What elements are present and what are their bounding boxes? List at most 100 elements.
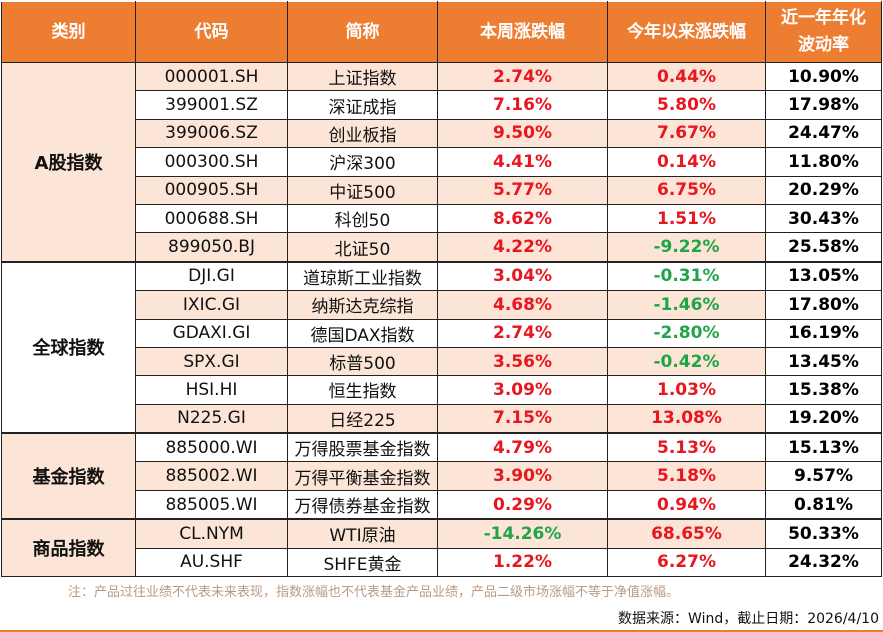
name-cell: 创业板指	[287, 118, 438, 149]
table-row: 885005.WI 万得债券基金指数 0.29% 0.94% 0.81%	[2, 489, 882, 520]
table-row: 000905.SH 中证500 5.77% 6.75% 20.29%	[2, 175, 882, 205]
category-cell: 全球指数	[1, 260, 136, 434]
header-volatility: 近一年年化波动率	[765, 1, 882, 63]
name-cell: 上证指数	[287, 61, 438, 92]
table-row: HSI.HI 恒生指数 3.09% 1.03% 15.38%	[2, 375, 882, 405]
weekly-change-cell: 2.74%	[437, 318, 608, 348]
ytd-change-cell: 5.13%	[607, 432, 766, 463]
table-row: 885002.WI 万得平衡基金指数 3.90% 5.18% 9.57%	[2, 461, 882, 491]
ytd-change-cell: 68.65%	[607, 518, 766, 549]
ytd-change-cell: -0.42%	[607, 346, 766, 377]
code-cell: IXIC.GI	[135, 290, 288, 320]
volatility-cell: 17.80%	[765, 290, 882, 320]
weekly-change-cell: 4.68%	[437, 290, 608, 320]
code-cell: 899050.BJ	[135, 232, 288, 263]
volatility-cell: 15.38%	[765, 375, 882, 405]
code-cell: 000300.SH	[135, 147, 288, 177]
code-cell: 885002.WI	[135, 461, 288, 491]
weekly-change-cell: 1.22%	[437, 547, 608, 578]
ytd-change-cell: 5.80%	[607, 90, 766, 120]
header-name: 简称	[287, 1, 438, 63]
weekly-change-cell: 3.56%	[437, 346, 608, 377]
volatility-cell: 50.33%	[765, 518, 882, 549]
disclaimer-note: 注：产品过往业绩不代表未来表现，指数涨幅也不代表基金产品业绩，产品二级市场涨幅不…	[68, 585, 680, 600]
code-cell: DJI.GI	[135, 260, 288, 292]
ytd-change-cell: 1.51%	[607, 203, 766, 234]
volatility-cell: 15.13%	[765, 432, 882, 463]
code-cell: HSI.HI	[135, 375, 288, 405]
data-source: 数据来源：Wind，截止日期：2026/4/10	[618, 611, 879, 627]
weekly-change-cell: 8.62%	[437, 203, 608, 234]
ytd-change-cell: 1.03%	[607, 375, 766, 405]
volatility-cell: 9.57%	[765, 461, 882, 491]
volatility-cell: 10.90%	[765, 61, 882, 92]
header-category: 类别	[1, 1, 136, 63]
table-row: 899050.BJ 北证50 4.22% -9.22% 25.58%	[2, 232, 882, 263]
volatility-cell: 0.81%	[765, 489, 882, 520]
name-cell: 深证成指	[287, 90, 438, 120]
code-cell: 000688.SH	[135, 203, 288, 234]
ytd-change-cell: 6.27%	[607, 547, 766, 578]
code-cell: GDAXI.GI	[135, 318, 288, 348]
weekly-change-cell: -14.26%	[437, 518, 608, 549]
name-cell: 道琼斯工业指数	[287, 260, 438, 292]
volatility-cell: 24.32%	[765, 547, 882, 578]
volatility-cell: 19.20%	[765, 403, 882, 434]
weekly-change-cell: 4.41%	[437, 147, 608, 177]
weekly-change-cell: 3.09%	[437, 375, 608, 405]
weekly-change-cell: 4.22%	[437, 232, 608, 263]
code-cell: 000001.SH	[135, 61, 288, 92]
weekly-change-cell: 7.16%	[437, 90, 608, 120]
category-cell: A股指数	[1, 61, 136, 263]
weekly-change-cell: 0.29%	[437, 489, 608, 520]
code-cell: 885000.WI	[135, 432, 288, 463]
name-cell: 万得股票基金指数	[287, 432, 438, 463]
name-cell: 万得平衡基金指数	[287, 461, 438, 491]
name-cell: 中证500	[287, 175, 438, 205]
code-cell: 000905.SH	[135, 175, 288, 205]
ytd-change-cell: -1.46%	[607, 290, 766, 320]
volatility-cell: 17.98%	[765, 90, 882, 120]
weekly-change-cell: 2.74%	[437, 61, 608, 92]
table-row: IXIC.GI 纳斯达克综指 4.68% -1.46% 17.80%	[2, 290, 882, 320]
table-row: 全球指数 DJI.GI 道琼斯工业指数 3.04% -0.31% 13.05%	[1, 260, 882, 434]
ytd-change-cell: 0.94%	[607, 489, 766, 520]
volatility-cell: 16.19%	[765, 318, 882, 348]
code-cell: 399001.SZ	[135, 90, 288, 120]
code-cell: N225.GI	[135, 403, 288, 434]
ytd-change-cell: 0.44%	[607, 61, 766, 92]
name-cell: WTI原油	[287, 518, 438, 549]
name-cell: 沪深300	[287, 147, 438, 177]
header-row: 类别 代码 简称 本周涨跌幅 今年以来涨跌幅 近一年年化波动率	[1, 1, 882, 63]
volatility-cell: 30.43%	[765, 203, 882, 234]
name-cell: SHFE黄金	[287, 547, 438, 578]
header-weekly-change: 本周涨跌幅	[437, 1, 608, 63]
volatility-cell: 20.29%	[765, 175, 882, 205]
name-cell: 德国DAX指数	[287, 318, 438, 348]
name-cell: 纳斯达克综指	[287, 290, 438, 320]
code-cell: AU.SHF	[135, 547, 288, 578]
table-row: AU.SHF SHFE黄金 1.22% 6.27% 24.32%	[2, 547, 882, 578]
code-cell: 399006.SZ	[135, 118, 288, 149]
code-cell: CL.NYM	[135, 518, 288, 549]
table-row: 399001.SZ 深证成指 7.16% 5.80% 17.98%	[2, 90, 882, 120]
ytd-change-cell: 6.75%	[607, 175, 766, 205]
name-cell: 标普500	[287, 346, 438, 377]
code-cell: 885005.WI	[135, 489, 288, 520]
table-row: 399006.SZ 创业板指 9.50% 7.67% 24.47%	[2, 118, 882, 149]
ytd-change-cell: -2.80%	[607, 318, 766, 348]
ytd-change-cell: 13.08%	[607, 403, 766, 434]
table-row: 000300.SH 沪深300 4.41% 0.14% 11.80%	[2, 147, 882, 177]
name-cell: 日经225	[287, 403, 438, 434]
table-row: 000688.SH 科创50 8.62% 1.51% 30.43%	[2, 203, 882, 234]
category-cell: 商品指数	[1, 518, 136, 578]
name-cell: 恒生指数	[287, 375, 438, 405]
volatility-cell: 11.80%	[765, 147, 882, 177]
ytd-change-cell: -9.22%	[607, 232, 766, 263]
name-cell: 北证50	[287, 232, 438, 263]
weekly-change-cell: 3.90%	[437, 461, 608, 491]
table-row: SPX.GI 标普500 3.56% -0.42% 13.45%	[2, 346, 882, 377]
name-cell: 科创50	[287, 203, 438, 234]
name-cell: 万得债券基金指数	[287, 489, 438, 520]
ytd-change-cell: 0.14%	[607, 147, 766, 177]
